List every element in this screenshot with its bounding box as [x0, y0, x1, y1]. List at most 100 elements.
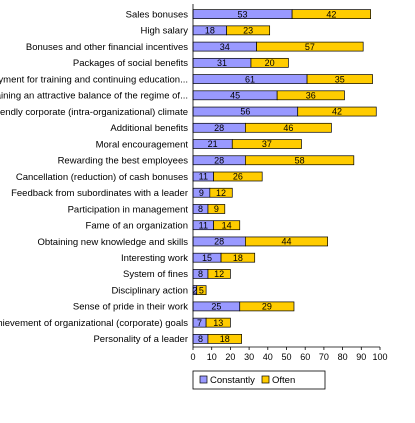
- category-label: Sense of pride in their work: [73, 302, 188, 313]
- legend: Constantly Often: [192, 370, 326, 390]
- category-label: Feedback from subordinates with a leader: [11, 188, 188, 199]
- data-label: 18: [205, 26, 215, 36]
- data-label: 18: [233, 253, 243, 263]
- data-label: 26: [233, 172, 243, 182]
- data-label: 46: [283, 123, 293, 133]
- bar-often: [291, 9, 371, 19]
- category-label: Friendly corporate (intra-organizational…: [0, 107, 188, 118]
- data-label: 53: [238, 9, 248, 19]
- data-label: 61: [245, 74, 255, 84]
- data-label: 12: [214, 269, 224, 279]
- data-label: 57: [305, 42, 315, 52]
- bar-often: [297, 106, 377, 117]
- category-label: Interesting work: [121, 253, 188, 264]
- data-label: 28: [214, 237, 224, 247]
- category-label: Payment for training and continuing educ…: [0, 74, 188, 85]
- legend-label-often: Often: [272, 375, 295, 386]
- data-label: 34: [220, 42, 230, 52]
- category-label: Participation in management: [68, 204, 189, 215]
- category-label: Obtaining new knowledge and skills: [37, 237, 188, 248]
- data-label: 42: [326, 9, 336, 19]
- bar-often: [245, 122, 332, 133]
- data-label: 21: [208, 139, 218, 149]
- x-tick-label: 70: [319, 352, 329, 362]
- bar-often: [209, 187, 233, 198]
- data-label: 8: [198, 269, 203, 279]
- x-tick-label: 100: [372, 352, 387, 362]
- category-labels: Sales bonuses High salary Bonuses and othe…: [0, 9, 188, 345]
- data-label: 23: [243, 26, 253, 36]
- bar-often: [250, 57, 289, 68]
- x-tick-label: 0: [190, 352, 195, 362]
- bar-often: [213, 220, 241, 231]
- x-tick-label: 10: [207, 352, 217, 362]
- data-label: 7: [197, 318, 202, 328]
- data-label: 12: [216, 188, 226, 198]
- x-tick-label: 40: [263, 352, 273, 362]
- data-label: 2: [192, 285, 197, 295]
- data-label: 8: [198, 334, 203, 344]
- x-tick-label: 50: [281, 352, 291, 362]
- legend-label-constantly: Constantly: [210, 375, 255, 386]
- data-label: 44: [281, 237, 291, 247]
- data-label: 36: [306, 91, 316, 101]
- bar-often: [245, 236, 328, 247]
- data-label: 11: [199, 172, 208, 182]
- category-label: High salary: [140, 26, 188, 37]
- bar-often: [306, 74, 373, 84]
- bar-often: [207, 269, 231, 279]
- category-label: Maintaining an attractive balance of the…: [0, 91, 188, 102]
- data-label: 28: [214, 155, 224, 165]
- category-label: Moral encouragement: [96, 139, 189, 150]
- data-label: 5: [199, 285, 204, 295]
- data-label: 9: [199, 188, 204, 198]
- data-label: 14: [222, 220, 232, 230]
- bar-often: [220, 252, 256, 263]
- data-label: 35: [335, 74, 345, 84]
- data-label: 28: [214, 123, 224, 133]
- category-label: System of fines: [123, 269, 188, 280]
- data-label: 58: [295, 155, 305, 165]
- data-label: 45: [230, 91, 240, 101]
- data-label: 8: [198, 204, 203, 214]
- category-label: Disciplinary action: [111, 285, 188, 296]
- category-label: Packages of social benefits: [73, 58, 188, 69]
- bar-often: [205, 317, 231, 328]
- data-label: 42: [332, 107, 342, 117]
- x-tick-label: 90: [356, 352, 366, 362]
- category-label: Rewarding the best employees: [58, 156, 189, 167]
- legend-box: [192, 370, 326, 390]
- data-label: 25: [211, 302, 221, 312]
- data-label: 15: [202, 253, 212, 263]
- data-label: 31: [217, 58, 227, 68]
- legend-swatch-often: [261, 375, 270, 384]
- category-label: Bonuses and other financial incentives: [26, 42, 188, 53]
- category-label: Sales bonuses: [126, 9, 189, 20]
- bar-often: [239, 301, 295, 312]
- x-tick-label: 80: [338, 352, 348, 362]
- x-tick-label: 30: [244, 352, 254, 362]
- bar-often: [245, 155, 355, 166]
- x-tick-label: 60: [300, 352, 310, 362]
- data-label: 9: [214, 204, 219, 214]
- category-label: Additional benefits: [110, 123, 188, 134]
- data-label: 13: [213, 318, 223, 328]
- data-label: 29: [262, 302, 272, 312]
- category-label: Achievement of organizational (corporate…: [0, 318, 188, 329]
- category-label: Personality of a leader: [93, 334, 188, 345]
- data-label: 56: [240, 107, 250, 117]
- data-label: 18: [220, 334, 230, 344]
- x-axis: 0 10 20 30 40 50 60 70 80 90 100: [190, 4, 388, 362]
- bar-often: [213, 171, 263, 182]
- data-label: 20: [265, 58, 275, 68]
- bar-often: [207, 204, 226, 214]
- bar-often: [276, 90, 345, 101]
- x-tick-label: 20: [225, 352, 235, 362]
- category-label: Fame of an organization: [86, 221, 188, 232]
- bar-often: [207, 334, 242, 344]
- bar-often: [256, 41, 364, 52]
- legend-swatch-constantly: [199, 375, 208, 384]
- bar-often: [231, 139, 302, 149]
